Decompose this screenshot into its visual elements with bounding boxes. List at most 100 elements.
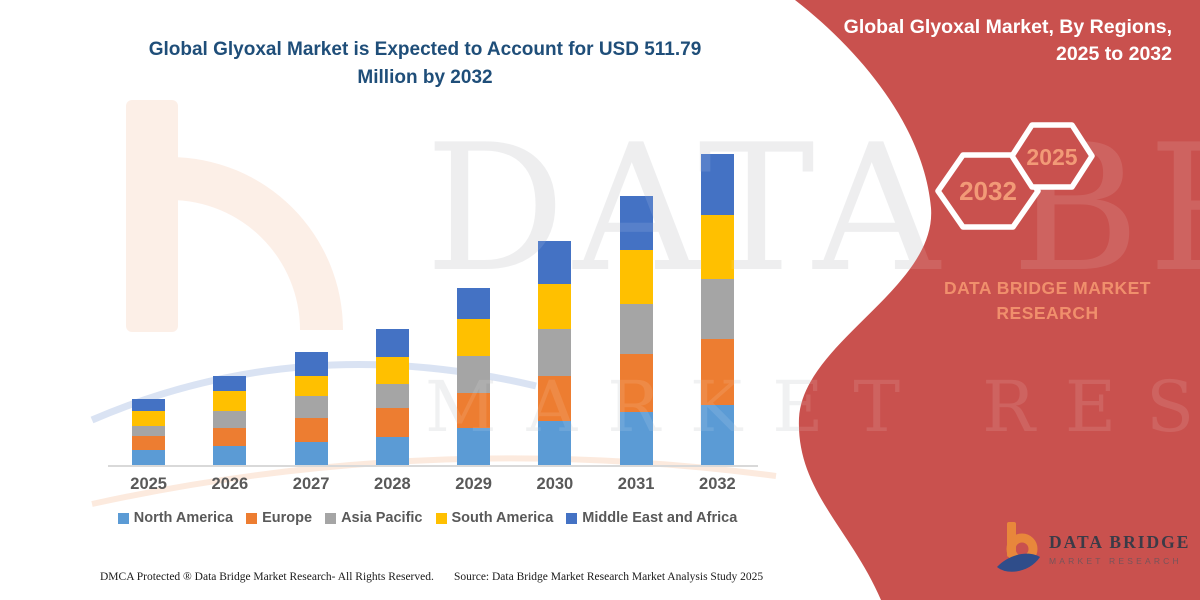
bar-2030	[538, 241, 572, 465]
segment-middle-east-and-africa	[294, 351, 328, 376]
legend-swatch-icon	[325, 512, 337, 524]
segment-europe	[457, 392, 491, 428]
brand-line1: DATA BRIDGE MARKET	[944, 278, 1151, 298]
bar-slot	[596, 132, 677, 465]
bar-2031	[619, 196, 653, 465]
segment-south-america	[132, 410, 166, 427]
legend-label: North America	[133, 510, 234, 526]
legend-item: South America	[435, 510, 553, 526]
segment-asia-pacific	[294, 396, 328, 418]
segment-asia-pacific	[213, 410, 247, 428]
segment-north-america	[213, 446, 247, 465]
segment-asia-pacific	[619, 303, 653, 355]
legend-item: Asia Pacific	[325, 510, 423, 526]
segment-south-america	[538, 284, 572, 330]
chart-title-line2: Million by 2032	[357, 66, 493, 88]
legend-item: Middle East and Africa	[566, 510, 737, 526]
segment-south-america	[213, 391, 247, 411]
logo-text: DATA BRIDGE MARKET RESEARCH	[1049, 532, 1190, 566]
x-axis-label: 2028	[374, 475, 411, 493]
data-bridge-logo: DATA BRIDGE MARKET RESEARCH	[995, 521, 1190, 577]
legend-label: Europe	[262, 510, 313, 526]
chart-title-line1: Global Glyoxal Market is Expected to Acc…	[148, 39, 702, 60]
segment-south-america	[294, 375, 328, 397]
x-axis-label: 2032	[699, 475, 736, 493]
legend-label: Asia Pacific	[341, 510, 423, 526]
legend-swatch-icon	[117, 512, 129, 524]
brand-line2: RESEARCH	[996, 302, 1099, 323]
plot-area	[108, 132, 758, 467]
logo-name: DATA BRIDGE	[1049, 532, 1191, 552]
segment-europe	[375, 408, 409, 438]
segment-south-america	[700, 214, 734, 279]
legend-swatch-icon	[435, 512, 447, 524]
x-axis-label: 2029	[455, 475, 492, 493]
hexagon-2032-label: 2032	[959, 176, 1017, 206]
bar-slot	[352, 132, 433, 465]
segment-middle-east-and-africa	[538, 241, 572, 285]
segment-middle-east-and-africa	[132, 398, 166, 411]
bar-2028	[375, 329, 409, 465]
segment-south-america	[375, 357, 409, 385]
legend-label: Middle East and Africa	[582, 510, 738, 526]
segment-asia-pacific	[132, 426, 166, 437]
bar-2032	[700, 153, 734, 465]
segment-middle-east-and-africa	[213, 375, 247, 392]
bar-slot	[433, 132, 514, 465]
segment-europe	[538, 375, 572, 422]
bar-slot	[271, 132, 352, 465]
bar-2027	[294, 351, 328, 465]
segment-north-america	[538, 421, 572, 465]
segment-europe	[619, 354, 653, 412]
bar-slot	[514, 132, 595, 465]
x-axis-label: 2027	[292, 475, 330, 493]
hexagon-badges: 2032 2025	[935, 122, 1095, 230]
segment-asia-pacific	[700, 278, 734, 339]
panel-title-line1: Global Glyoxal Market, By Regions,	[843, 16, 1172, 38]
segment-north-america	[375, 437, 409, 465]
segment-europe	[700, 338, 734, 405]
segment-europe	[132, 436, 166, 450]
bar-2025	[132, 398, 166, 465]
bar-2029	[457, 287, 491, 465]
hexagon-2025-label: 2025	[1026, 144, 1077, 170]
segment-north-america	[700, 404, 734, 465]
legend-swatch-icon	[566, 512, 578, 524]
segment-south-america	[457, 319, 491, 357]
watermark-sub-text-over-red: MARKET RESEARCH	[425, 366, 1200, 448]
segment-europe	[213, 427, 247, 447]
legend-item: Europe	[246, 510, 312, 526]
brand-text: DATA BRIDGE MARKET RESEARCH	[930, 276, 1165, 325]
segment-middle-east-and-africa	[619, 196, 653, 250]
x-axis-label: 2031	[617, 475, 655, 493]
segment-north-america	[457, 427, 491, 465]
legend-swatch-icon	[246, 512, 258, 524]
segment-south-america	[619, 249, 653, 304]
bar-slot	[189, 132, 270, 465]
legend: North America Europe Asia Pacific South Ame…	[95, 510, 760, 526]
chart-title: Global Glyoxal Market is Expected to Acc…	[125, 36, 725, 91]
panel-title: Global Glyoxal Market, By Regions, 2025 …	[842, 14, 1172, 69]
segment-middle-east-and-africa	[700, 153, 734, 215]
segment-europe	[294, 417, 328, 442]
x-axis-labels: 2025 2026 2027 2028 2029 2030 2031 2032	[108, 475, 758, 494]
dmca-footer: DMCA Protected ® Data Bridge Market Rese…	[100, 571, 434, 583]
segment-asia-pacific	[375, 384, 409, 409]
bar-slot	[677, 132, 758, 465]
data-bridge-b-watermark-icon	[126, 100, 343, 332]
segment-north-america	[619, 411, 653, 465]
bar-slot	[108, 132, 189, 465]
segment-asia-pacific	[538, 329, 572, 376]
panel-title-line2: 2025 to 2032	[1055, 43, 1172, 66]
source-footer: Source: Data Bridge Market Research Mark…	[454, 571, 764, 583]
bar-2026	[213, 375, 247, 465]
segment-middle-east-and-africa	[457, 287, 491, 320]
segment-asia-pacific	[457, 356, 491, 393]
data-bridge-b-icon	[997, 522, 1040, 572]
x-axis-label: 2026	[211, 475, 249, 493]
x-axis-label: 2025	[130, 475, 167, 493]
x-axis-label: 2030	[536, 475, 574, 493]
segment-middle-east-and-africa	[375, 329, 409, 358]
logo-tagline: MARKET RESEARCH	[1049, 556, 1182, 566]
